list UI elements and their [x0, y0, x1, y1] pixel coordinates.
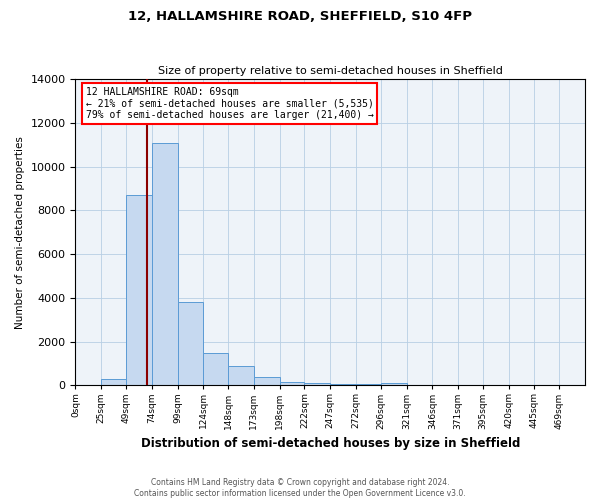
Bar: [101, 379, 126, 386]
Text: 12 HALLAMSHIRE ROAD: 69sqm
← 21% of semi-detached houses are smaller (5,535)
79%: 12 HALLAMSHIRE ROAD: 69sqm ← 21% of semi…: [86, 86, 373, 120]
Bar: [304, 383, 330, 386]
Bar: [254, 376, 280, 386]
Text: Contains HM Land Registry data © Crown copyright and database right 2024.
Contai: Contains HM Land Registry data © Crown c…: [134, 478, 466, 498]
Text: 12, HALLAMSHIRE ROAD, SHEFFIELD, S10 4FP: 12, HALLAMSHIRE ROAD, SHEFFIELD, S10 4FP: [128, 10, 472, 23]
Bar: [381, 383, 407, 386]
Title: Size of property relative to semi-detached houses in Sheffield: Size of property relative to semi-detach…: [158, 66, 503, 76]
Bar: [330, 384, 356, 386]
Bar: [228, 366, 254, 386]
Bar: [203, 352, 228, 386]
Bar: [126, 195, 152, 386]
Y-axis label: Number of semi-detached properties: Number of semi-detached properties: [15, 136, 25, 328]
Bar: [152, 142, 178, 386]
Bar: [178, 302, 203, 386]
Bar: [356, 384, 381, 386]
X-axis label: Distribution of semi-detached houses by size in Sheffield: Distribution of semi-detached houses by …: [140, 437, 520, 450]
Bar: [280, 382, 304, 386]
